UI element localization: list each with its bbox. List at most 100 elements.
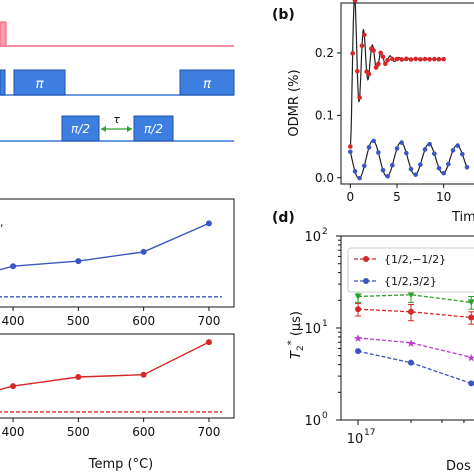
t2-line-green (357, 294, 472, 304)
temp-point (140, 371, 147, 378)
t2-point-magenta: ★ (466, 351, 474, 364)
odmr-point-blue (427, 141, 432, 147)
odmr-point-blue (422, 147, 428, 152)
t2-y-tick-exp: 1 (322, 319, 328, 329)
t2-point-blue (468, 380, 474, 387)
odmr-point-red (394, 56, 400, 62)
odmr-point-red (357, 95, 362, 100)
pi-pulse-2-label: π (203, 77, 211, 92)
laser-pulse (0, 21, 7, 47)
temp-upper-x-ticks: 400 500 600 700 (2, 307, 220, 328)
odmr-point-blue (404, 150, 409, 156)
t2-point-blue (408, 359, 414, 366)
panel-b-label: (b) (272, 7, 295, 23)
odmr-point-blue (366, 145, 372, 150)
half-pi-pulse-1-label: π/2 (71, 122, 90, 136)
temp-point (140, 248, 147, 255)
odmr-x-tick-label: 5 (393, 190, 401, 204)
odmr-point-blue (450, 148, 456, 153)
odmr-y-tick-label: 0.0 (315, 171, 334, 185)
odmr-point-red (359, 43, 365, 49)
t2-plot-area: ★ ★ ★ (353, 287, 474, 387)
odmr-point-blue (441, 170, 446, 176)
pi-pulse-left-stub (0, 69, 6, 96)
t2-x-ticks: 10 17 (347, 420, 465, 447)
odmr-ylabel: ODMR (%) (287, 69, 302, 136)
legend-box (347, 247, 474, 293)
temp-lower-plot-area (0, 339, 222, 413)
t2-y-tick-label: 10 (304, 230, 321, 245)
temp-point (205, 220, 212, 227)
t2-xlabel: Dos (446, 459, 471, 474)
temp-x-tick-label: 600 (132, 314, 155, 328)
temp-lower-frame (0, 333, 235, 419)
t2-point-blue (355, 348, 362, 355)
odmr-point-red (408, 57, 414, 62)
temp-x-tick-label: 400 (2, 425, 25, 439)
legend-blue-label: {1/2,3/2} (384, 275, 437, 288)
odmr-x-ticks: 0 5 10 (347, 184, 451, 204)
temp-line (13, 341, 210, 387)
temp-point (10, 263, 17, 270)
odmr-point-blue (376, 150, 381, 155)
temp-x-tick-label: 500 (67, 425, 90, 439)
t2-x-tick-label: 10 (347, 432, 364, 447)
odmr-point-red (348, 144, 353, 149)
t2-ylabel-sup: * (286, 340, 297, 345)
pi-pulse-1 (13, 69, 66, 96)
odmr-point-blue (357, 175, 362, 181)
t2-y-tick-label: 10 (304, 414, 321, 429)
odmr-point-red (380, 54, 386, 60)
odmr-point-blue (399, 140, 404, 145)
odmr-point-blue (352, 169, 358, 174)
temp-upper-corner-mark: , (0, 216, 4, 229)
odmr-point-red (432, 56, 437, 62)
temp-lower-panel: 400 500 600 700 Temp (°C) (0, 333, 235, 472)
t2-line-red (357, 308, 472, 319)
odmr-point-blue (348, 149, 353, 155)
odmr-point-red (436, 56, 442, 62)
tau-arrow-right-head (127, 126, 132, 132)
temp-x-tick-label: 600 (132, 425, 155, 439)
half-pi-pulse-1 (61, 115, 100, 142)
odmr-point-red (352, 0, 358, 3)
temp-line (13, 222, 210, 267)
pulse-sequence: π π π/2 π/2 τ (0, 21, 235, 142)
temp-point (10, 383, 17, 390)
t2-y-tick-label: 10 (304, 322, 321, 337)
odmr-point-red (404, 56, 409, 62)
odmr-point-blue (385, 174, 390, 179)
odmr-y-tick-label: 0.2 (315, 46, 334, 60)
tau-arrow-left-head (101, 126, 106, 132)
temp-point (75, 374, 82, 380)
odmr-point-red (371, 48, 376, 53)
legend-red-marker (363, 256, 369, 262)
t2-y-tick-exp: 2 (322, 227, 328, 237)
odmr-xlabel: Tim (451, 210, 474, 225)
t2-y-tick-exp: 0 (322, 411, 328, 421)
t2-ylabel-main: T (289, 350, 304, 359)
temp-point (75, 258, 82, 265)
odmr-x-tick-label: 0 (347, 190, 355, 204)
pi-pulse-2 (179, 69, 235, 96)
t2-point-red (408, 308, 414, 315)
legend-blue-marker (363, 278, 369, 284)
temp-point (205, 339, 212, 346)
pi-pulse-1-label: π (36, 77, 44, 92)
odmr-point-blue (418, 162, 423, 167)
legend-red-label: {1/2,−1/2} (384, 253, 446, 266)
odmr-point-red (413, 56, 418, 62)
t2-point-green (407, 291, 415, 299)
odmr-point-red (422, 56, 428, 62)
odmr-point-red (385, 57, 390, 63)
odmr-point-red (418, 57, 423, 62)
odmr-point-blue (380, 167, 386, 173)
temp-upper-panel: , 400 500 600 700 (0, 198, 235, 328)
odmr-point-blue (446, 161, 451, 167)
t2-ylabel: T2* (μs) (286, 311, 306, 359)
temp-upper-plot-area (0, 220, 222, 298)
odmr-point-blue (460, 151, 465, 157)
odmr-point-blue (464, 164, 470, 170)
